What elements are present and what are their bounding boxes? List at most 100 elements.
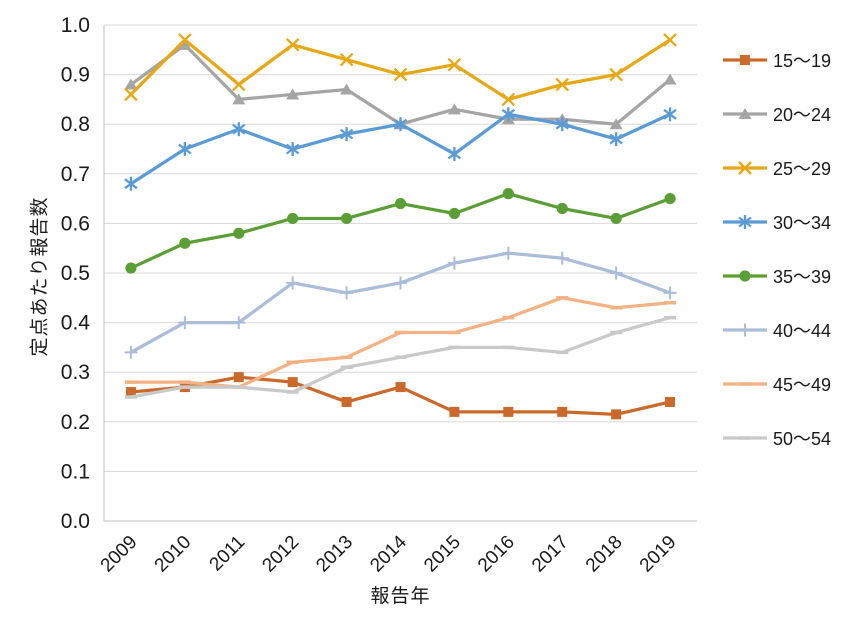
x-tick-label: 2011 [206,532,250,576]
y-tick-label: 0.3 [61,361,90,384]
legend-label: 50〜54 [773,429,832,449]
marker-triangle [738,108,752,119]
x-tick-label: 2013 [312,532,357,577]
marker-x [393,67,408,82]
legend-marker-icon [723,323,767,337]
series-40-44 [124,246,677,359]
marker-circle [340,212,353,225]
x-tick-label: 2018 [582,532,627,577]
marker-asterisk [738,216,752,228]
legend-marker-icon [723,270,767,282]
marker-square [233,372,244,383]
series-line [129,38,672,102]
series-20-24 [124,38,677,130]
marker-square [341,396,352,407]
y-tick-label: 0.7 [61,163,90,186]
marker-square [395,382,406,393]
legend-item-20-24: 20〜24 [722,101,831,127]
legend-item-15-19: 15〜19 [722,47,831,73]
marker-square [740,55,750,65]
marker-triangle [178,38,192,50]
legend-marker-icon [723,215,767,229]
marker-x [447,57,462,72]
x-tick-label: 2010 [151,532,196,577]
marker-x [663,33,677,47]
marker-circle [610,212,622,225]
marker-x [555,77,570,92]
legend-marker-icon [723,55,767,65]
series-30-34 [124,107,677,191]
legend-label: 15〜19 [773,51,832,71]
marker-triangle [124,78,138,90]
marker-circle [502,188,514,200]
x-tick-label: 2015 [420,532,465,577]
marker-circle [448,207,461,220]
marker-circle [556,202,568,215]
legend-marker-icon [723,161,767,175]
marker-asterisk [663,108,677,120]
series-35-39 [125,188,676,274]
marker-asterisk [178,143,192,155]
marker-x [609,67,623,82]
x-tick-label: 2016 [474,532,519,577]
marker-triangle [340,83,354,95]
legend-item-25-29: 25〜29 [722,155,831,181]
marker-x [124,87,138,102]
marker-triangle [286,88,300,100]
marker-asterisk [393,118,408,130]
series-15-19 [125,372,676,420]
legend-item-30-34: 30〜34 [722,209,831,235]
y-tick-label: 0.1 [61,460,90,483]
marker-circle [664,193,676,205]
series-line [129,43,672,126]
marker-triangle [447,103,461,115]
x-tick-label: 2009 [97,532,142,577]
marker-square [611,409,622,420]
legend-label: 45〜49 [773,375,832,395]
marker-circle [739,270,751,282]
marker-asterisk [555,118,569,130]
x-tick-label: 2014 [366,531,411,576]
marker-square [125,387,136,398]
y-tick-label: 0.4 [61,312,91,335]
legend-item-50-54: 50〜54 [722,425,831,451]
marker-x [178,33,192,47]
marker-square [287,377,298,388]
x-tick-label: 2017 [528,532,573,577]
marker-asterisk [609,133,623,145]
legend-label: 40〜44 [773,321,832,341]
marker-asterisk [232,123,246,135]
legend-marker-icon [723,382,767,386]
marker-x [285,38,300,52]
marker-circle [394,197,407,210]
y-tick-label: 0.8 [61,113,90,136]
legend-marker-icon [723,108,767,119]
marker-circle [287,212,299,225]
legend-item-45-49: 45〜49 [722,371,831,397]
legend-item-40-44: 40〜44 [722,317,831,343]
marker-x [231,77,246,92]
marker-asterisk [124,178,138,190]
y-tick-label: 0.2 [61,411,90,434]
legend-label: 30〜34 [773,213,832,233]
marker-x [738,161,752,175]
series-25-29 [124,33,677,107]
x-tick-label: 2012 [258,532,303,577]
marker-asterisk [447,148,462,160]
series-50-54 [124,315,677,399]
marker-square [665,396,676,407]
x-axis-title: 報告年 [370,586,431,607]
y-tick-label: 1.0 [61,14,90,37]
marker-circle [179,237,191,249]
marker-x [501,92,516,107]
legend-label: 25〜29 [773,159,832,179]
marker-square [503,406,514,417]
marker-square [557,406,568,417]
legend-label: 20〜24 [773,105,832,125]
y-tick-label: 0.0 [61,510,90,533]
legend-marker-icon [723,436,767,440]
y-axis-title: 定点あたり報告数 [29,196,51,357]
y-tick-label: 0.5 [61,262,90,285]
